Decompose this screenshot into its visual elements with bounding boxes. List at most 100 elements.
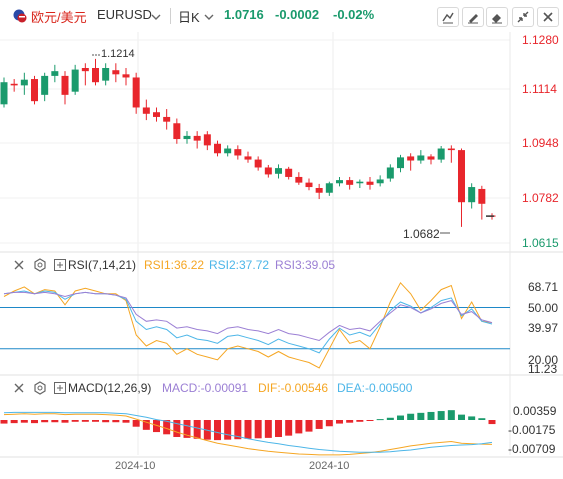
rsi-line-rsi3 xyxy=(3,291,493,342)
macd-bar xyxy=(447,410,455,420)
collapse-button[interactable] xyxy=(512,7,534,27)
macd-value: MACD:-0.00091 xyxy=(162,381,249,395)
x-axis-label: 2024-10 xyxy=(309,460,350,472)
macd-bar xyxy=(478,418,486,420)
macd-tick: 0.00359 xyxy=(513,404,557,418)
macd-bar xyxy=(488,420,496,425)
macd-bar xyxy=(366,420,374,421)
candle-body xyxy=(132,77,140,108)
candle-body xyxy=(275,168,282,174)
macd-bar xyxy=(244,420,252,439)
expand-icon[interactable] xyxy=(53,381,67,395)
macd-bar xyxy=(295,420,303,434)
macd-bar xyxy=(31,420,38,424)
eraser-tool-button[interactable] xyxy=(486,7,508,27)
candle-body xyxy=(397,157,404,169)
macd-bar xyxy=(356,420,364,422)
macd-bar xyxy=(51,420,59,423)
macd-bar xyxy=(458,414,465,420)
candle-body xyxy=(153,112,160,117)
candle-body xyxy=(478,188,486,204)
candle-body xyxy=(173,123,181,140)
macd-bar xyxy=(153,420,160,433)
price-change: -0.0002 xyxy=(275,7,320,22)
macd-bar xyxy=(376,419,384,421)
expand-icon[interactable] xyxy=(53,258,67,272)
rsi-tick: 20.00 xyxy=(528,353,559,367)
candle-body xyxy=(427,156,435,160)
macd-tick: -0.00175 xyxy=(508,423,556,437)
candle-body xyxy=(346,180,354,185)
low-annotation: 1.0682 xyxy=(403,227,440,241)
dif-value: DIF:-0.00546 xyxy=(258,381,329,395)
candle-body xyxy=(81,68,89,72)
macd-bar xyxy=(102,420,110,423)
interval-selector[interactable]: 日K xyxy=(178,10,200,25)
candle-body xyxy=(163,116,171,122)
close-icon[interactable] xyxy=(12,258,26,272)
macd-bar xyxy=(427,411,435,420)
x-axis-label: 2024-10 xyxy=(115,460,156,472)
candle-body xyxy=(285,168,293,177)
candle-body xyxy=(376,179,384,184)
candle-body xyxy=(214,143,221,154)
macd-bar xyxy=(173,420,181,437)
close-icon[interactable] xyxy=(12,381,26,395)
candle-body xyxy=(336,180,343,184)
candle-body xyxy=(305,182,313,188)
macd-bar xyxy=(224,420,232,440)
candle-body xyxy=(31,79,38,102)
candle-body xyxy=(315,188,323,193)
chevron-down-icon[interactable] xyxy=(150,10,164,24)
candle-body xyxy=(264,167,272,175)
macd-bar xyxy=(275,420,282,437)
candle-body xyxy=(193,135,201,141)
macd-line-dea xyxy=(3,411,493,453)
candle-body xyxy=(71,69,79,92)
macd-bar xyxy=(254,420,262,439)
settings-icon[interactable] xyxy=(33,258,47,272)
candle-body xyxy=(183,135,191,140)
price-tick: 1.1280 xyxy=(522,33,559,47)
price-tick: 1.0948 xyxy=(522,136,559,150)
macd-bar xyxy=(336,420,343,424)
high-annotation: 1.1214 xyxy=(101,48,135,60)
price-tick: 1.0782 xyxy=(522,191,559,205)
macd-bar xyxy=(397,415,404,420)
candle-body xyxy=(366,181,374,185)
macd-bar xyxy=(81,420,89,422)
candle-body xyxy=(295,176,303,183)
candle-body xyxy=(254,159,262,168)
macd-bar xyxy=(193,420,201,439)
price-change-pct: -0.02% xyxy=(333,7,375,22)
macd-bar xyxy=(386,417,394,420)
candle-body xyxy=(51,71,59,76)
settings-icon[interactable] xyxy=(33,381,47,395)
macd-bar xyxy=(183,420,191,438)
candle-body xyxy=(203,134,211,146)
chevron-down-icon[interactable] xyxy=(203,10,217,24)
rsi-line-rsi2 xyxy=(3,290,493,354)
symbol-name-cn[interactable]: 欧元/美元 xyxy=(31,10,87,25)
candle-body xyxy=(20,79,28,86)
rsi2-value: RSI2:37.72 xyxy=(209,258,270,272)
price-tick: 1.0615 xyxy=(522,236,559,250)
macd-bar xyxy=(92,420,99,422)
pen-tool-button[interactable] xyxy=(462,7,484,27)
close-button[interactable] xyxy=(537,7,559,27)
macd-bar xyxy=(315,420,323,429)
symbol-code[interactable]: EURUSD xyxy=(97,7,152,22)
candle-body xyxy=(122,74,130,78)
macd-bar xyxy=(234,420,242,440)
macd-bar xyxy=(163,420,171,435)
macd-line-dif xyxy=(3,413,493,456)
last-price: 1.0716 xyxy=(224,7,264,22)
macd-bar xyxy=(305,420,313,432)
candle-body xyxy=(102,68,110,81)
candle-body xyxy=(244,156,252,160)
candle-body xyxy=(468,187,476,203)
line-tool-button[interactable] xyxy=(437,7,459,27)
macd-bar xyxy=(132,420,140,427)
macd-bar xyxy=(214,420,221,441)
